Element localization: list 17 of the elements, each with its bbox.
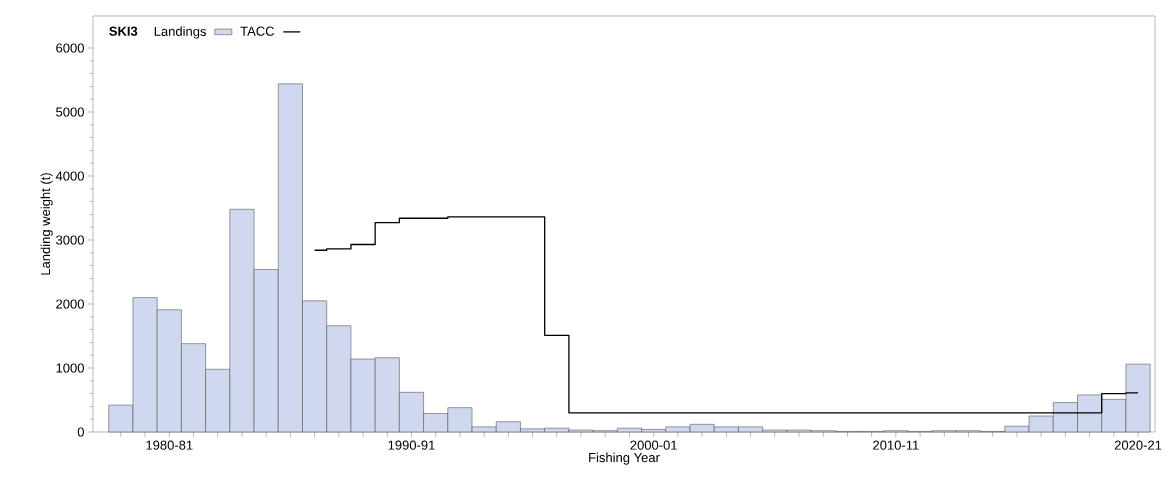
y-tick-label: 3000 — [56, 235, 84, 245]
legend-title: SKI3 — [109, 26, 138, 36]
x-axis-title: Fishing Year — [589, 452, 660, 465]
legend-label: Landings — [154, 26, 207, 39]
legend-label: TACC — [240, 26, 275, 36]
y-tick-label: 5000 — [56, 107, 84, 117]
x-tick-label: 1980-81 — [146, 440, 193, 450]
x-tick-label: 2000-01 — [630, 440, 677, 450]
x-tick-label: 1990-91 — [388, 440, 435, 450]
y-tick-label: 0 — [77, 427, 84, 437]
y-tick-label: 1000 — [56, 363, 84, 373]
x-tick-label: 2020-21 — [1114, 440, 1162, 450]
y-tick-label: 6000 — [56, 43, 84, 53]
y-tick-label: 4000 — [55, 171, 84, 181]
y-tick-label: 2000 — [56, 299, 84, 309]
x-tick-label: 2010-11 — [873, 440, 919, 450]
y-axis-title: Landing weight (t) — [40, 173, 53, 275]
